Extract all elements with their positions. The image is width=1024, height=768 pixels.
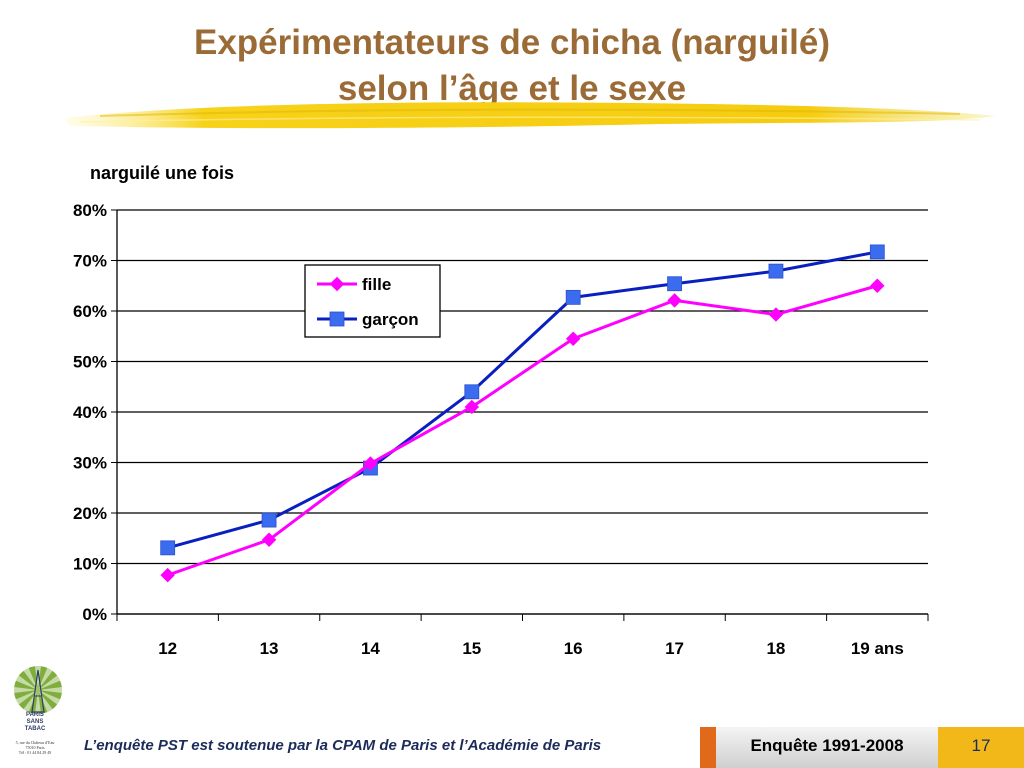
- series-line-fille: [167, 284, 878, 577]
- title-line-2: selon l’âge et le sexe: [337, 69, 687, 108]
- y-tick-label: 0%: [82, 605, 107, 624]
- x-tick-label: 16: [564, 639, 583, 658]
- point-garcon: [768, 263, 784, 279]
- legend-label: fille: [362, 275, 391, 294]
- footer-accent-bar: [700, 727, 716, 768]
- slide-title: Expérimentateurs de chicha (narguilé) se…: [0, 20, 1024, 112]
- point-fille: [160, 567, 175, 583]
- point-fille: [870, 278, 885, 293]
- y-tick-label: 40%: [73, 403, 107, 422]
- logo-text: PARIS SANS TABAC: [24, 712, 46, 732]
- point-garcon: [667, 276, 682, 292]
- point-fille: [261, 532, 277, 547]
- logo-address: 5, rue du Château d’Eau 75010 Paris Tél …: [15, 740, 55, 755]
- footer-credit: L’enquête PST est soutenue par la CPAM d…: [84, 737, 602, 754]
- x-tick-label: 15: [462, 639, 481, 658]
- page-number: 17: [938, 727, 1024, 768]
- y-tick-label: 50%: [73, 353, 107, 372]
- point-fille: [565, 331, 581, 346]
- legend-marker: [329, 276, 345, 292]
- point-fille: [363, 456, 378, 471]
- x-tick-label: 12: [158, 639, 177, 658]
- y-tick-label: 80%: [73, 201, 107, 220]
- point-garcon: [160, 540, 176, 556]
- point-fille: [768, 307, 784, 322]
- x-tick-label: 13: [260, 639, 279, 658]
- axis-layer: 0% 10% 20% 30% 40% 50% 60% 70% 80% 12 13 14 15 16 17 18…: [73, 201, 929, 658]
- yellow-brush-stroke: [64, 102, 995, 129]
- point-garcon: [261, 512, 277, 528]
- survey-label: Enquête 1991-2008: [716, 727, 938, 768]
- chart-subtitle: narguilé une fois: [90, 163, 235, 183]
- y-tick-label: 70%: [73, 252, 107, 271]
- y-tick-label: 30%: [73, 454, 107, 473]
- point-fille: [464, 399, 480, 415]
- point-garcon: [464, 384, 480, 400]
- point-fille: [667, 293, 682, 308]
- legend-marker: [329, 311, 345, 327]
- x-tick-label: 14: [361, 639, 380, 658]
- line-chart: 0% 10% 20% 30% 40% 50% 60% 70% 80% 12 13 14 15 16 17 18…: [73, 201, 929, 658]
- series-line-garcon: [167, 250, 878, 550]
- legend-label: garçon: [362, 310, 419, 329]
- title-line-1: Expérimentateurs de chicha (narguilé): [193, 23, 830, 62]
- legend-box: [304, 264, 441, 338]
- x-tick-label: 17: [665, 639, 684, 658]
- y-tick-label: 60%: [73, 302, 107, 321]
- x-tick-label: 19 ans: [851, 639, 904, 658]
- point-garcon: [565, 289, 581, 305]
- chart-legend: fille garçon: [304, 264, 441, 338]
- x-tick-label: 18: [766, 639, 785, 658]
- paris-sans-tabac-logo: [14, 666, 62, 714]
- series-layer: [160, 244, 885, 583]
- grid-layer: [117, 209, 928, 615]
- point-garcon: [869, 244, 885, 260]
- y-tick-label: 10%: [73, 555, 107, 574]
- y-tick-label: 20%: [73, 504, 107, 523]
